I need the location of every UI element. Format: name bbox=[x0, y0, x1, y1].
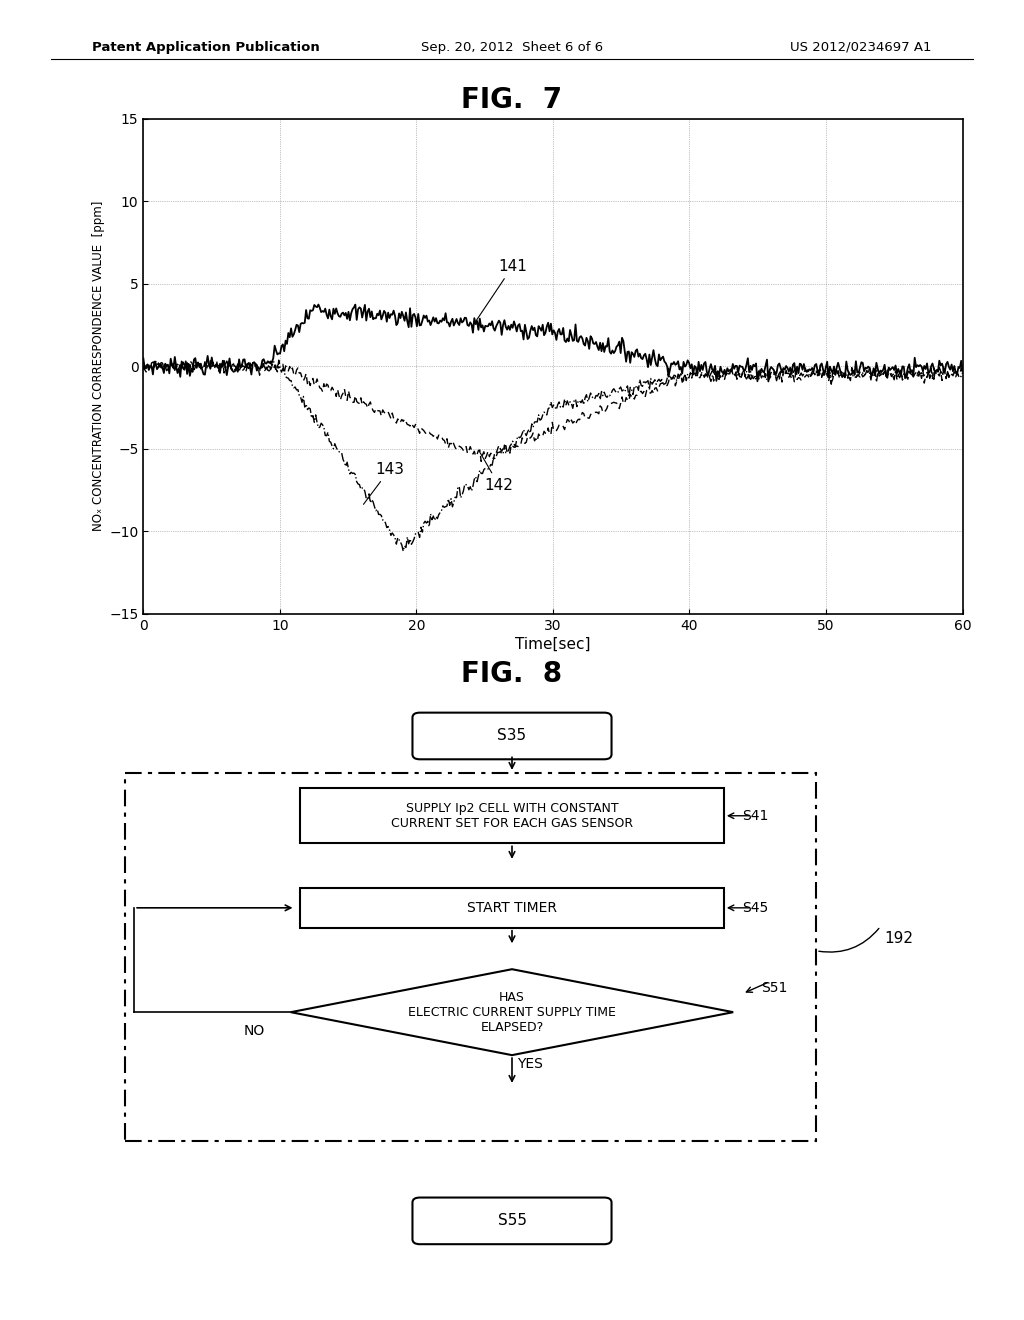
Text: US 2012/0234697 A1: US 2012/0234697 A1 bbox=[791, 41, 932, 54]
Text: START TIMER: START TIMER bbox=[467, 900, 557, 915]
Y-axis label: NOₓ CONCENTRATION CORRESPONDENCE VALUE  [ppm]: NOₓ CONCENTRATION CORRESPONDENCE VALUE [… bbox=[92, 201, 105, 532]
X-axis label: Time[sec]: Time[sec] bbox=[515, 636, 591, 652]
Text: 142: 142 bbox=[479, 451, 514, 494]
Text: S35: S35 bbox=[498, 729, 526, 743]
Text: Patent Application Publication: Patent Application Publication bbox=[92, 41, 319, 54]
Text: S51: S51 bbox=[761, 981, 787, 995]
Bar bbox=[300, 788, 724, 843]
FancyBboxPatch shape bbox=[125, 772, 816, 1140]
FancyBboxPatch shape bbox=[413, 1197, 611, 1245]
Text: Sep. 20, 2012  Sheet 6 of 6: Sep. 20, 2012 Sheet 6 of 6 bbox=[421, 41, 603, 54]
Text: S45: S45 bbox=[742, 900, 769, 915]
Text: FIG.  8: FIG. 8 bbox=[462, 660, 562, 688]
FancyBboxPatch shape bbox=[413, 713, 611, 759]
Text: S41: S41 bbox=[742, 809, 769, 822]
Text: NO: NO bbox=[244, 1023, 264, 1038]
Text: 141: 141 bbox=[473, 259, 527, 326]
Polygon shape bbox=[291, 969, 733, 1055]
Bar bbox=[300, 888, 724, 928]
Text: YES: YES bbox=[517, 1057, 544, 1072]
Text: FIG.  7: FIG. 7 bbox=[462, 86, 562, 114]
Text: SUPPLY Ip2 CELL WITH CONSTANT
CURRENT SET FOR EACH GAS SENSOR: SUPPLY Ip2 CELL WITH CONSTANT CURRENT SE… bbox=[391, 801, 633, 830]
Text: 143: 143 bbox=[364, 462, 404, 504]
Text: S55: S55 bbox=[498, 1213, 526, 1229]
Text: 192: 192 bbox=[885, 931, 913, 946]
Text: HAS
ELECTRIC CURRENT SUPPLY TIME
ELAPSED?: HAS ELECTRIC CURRENT SUPPLY TIME ELAPSED… bbox=[408, 991, 616, 1034]
